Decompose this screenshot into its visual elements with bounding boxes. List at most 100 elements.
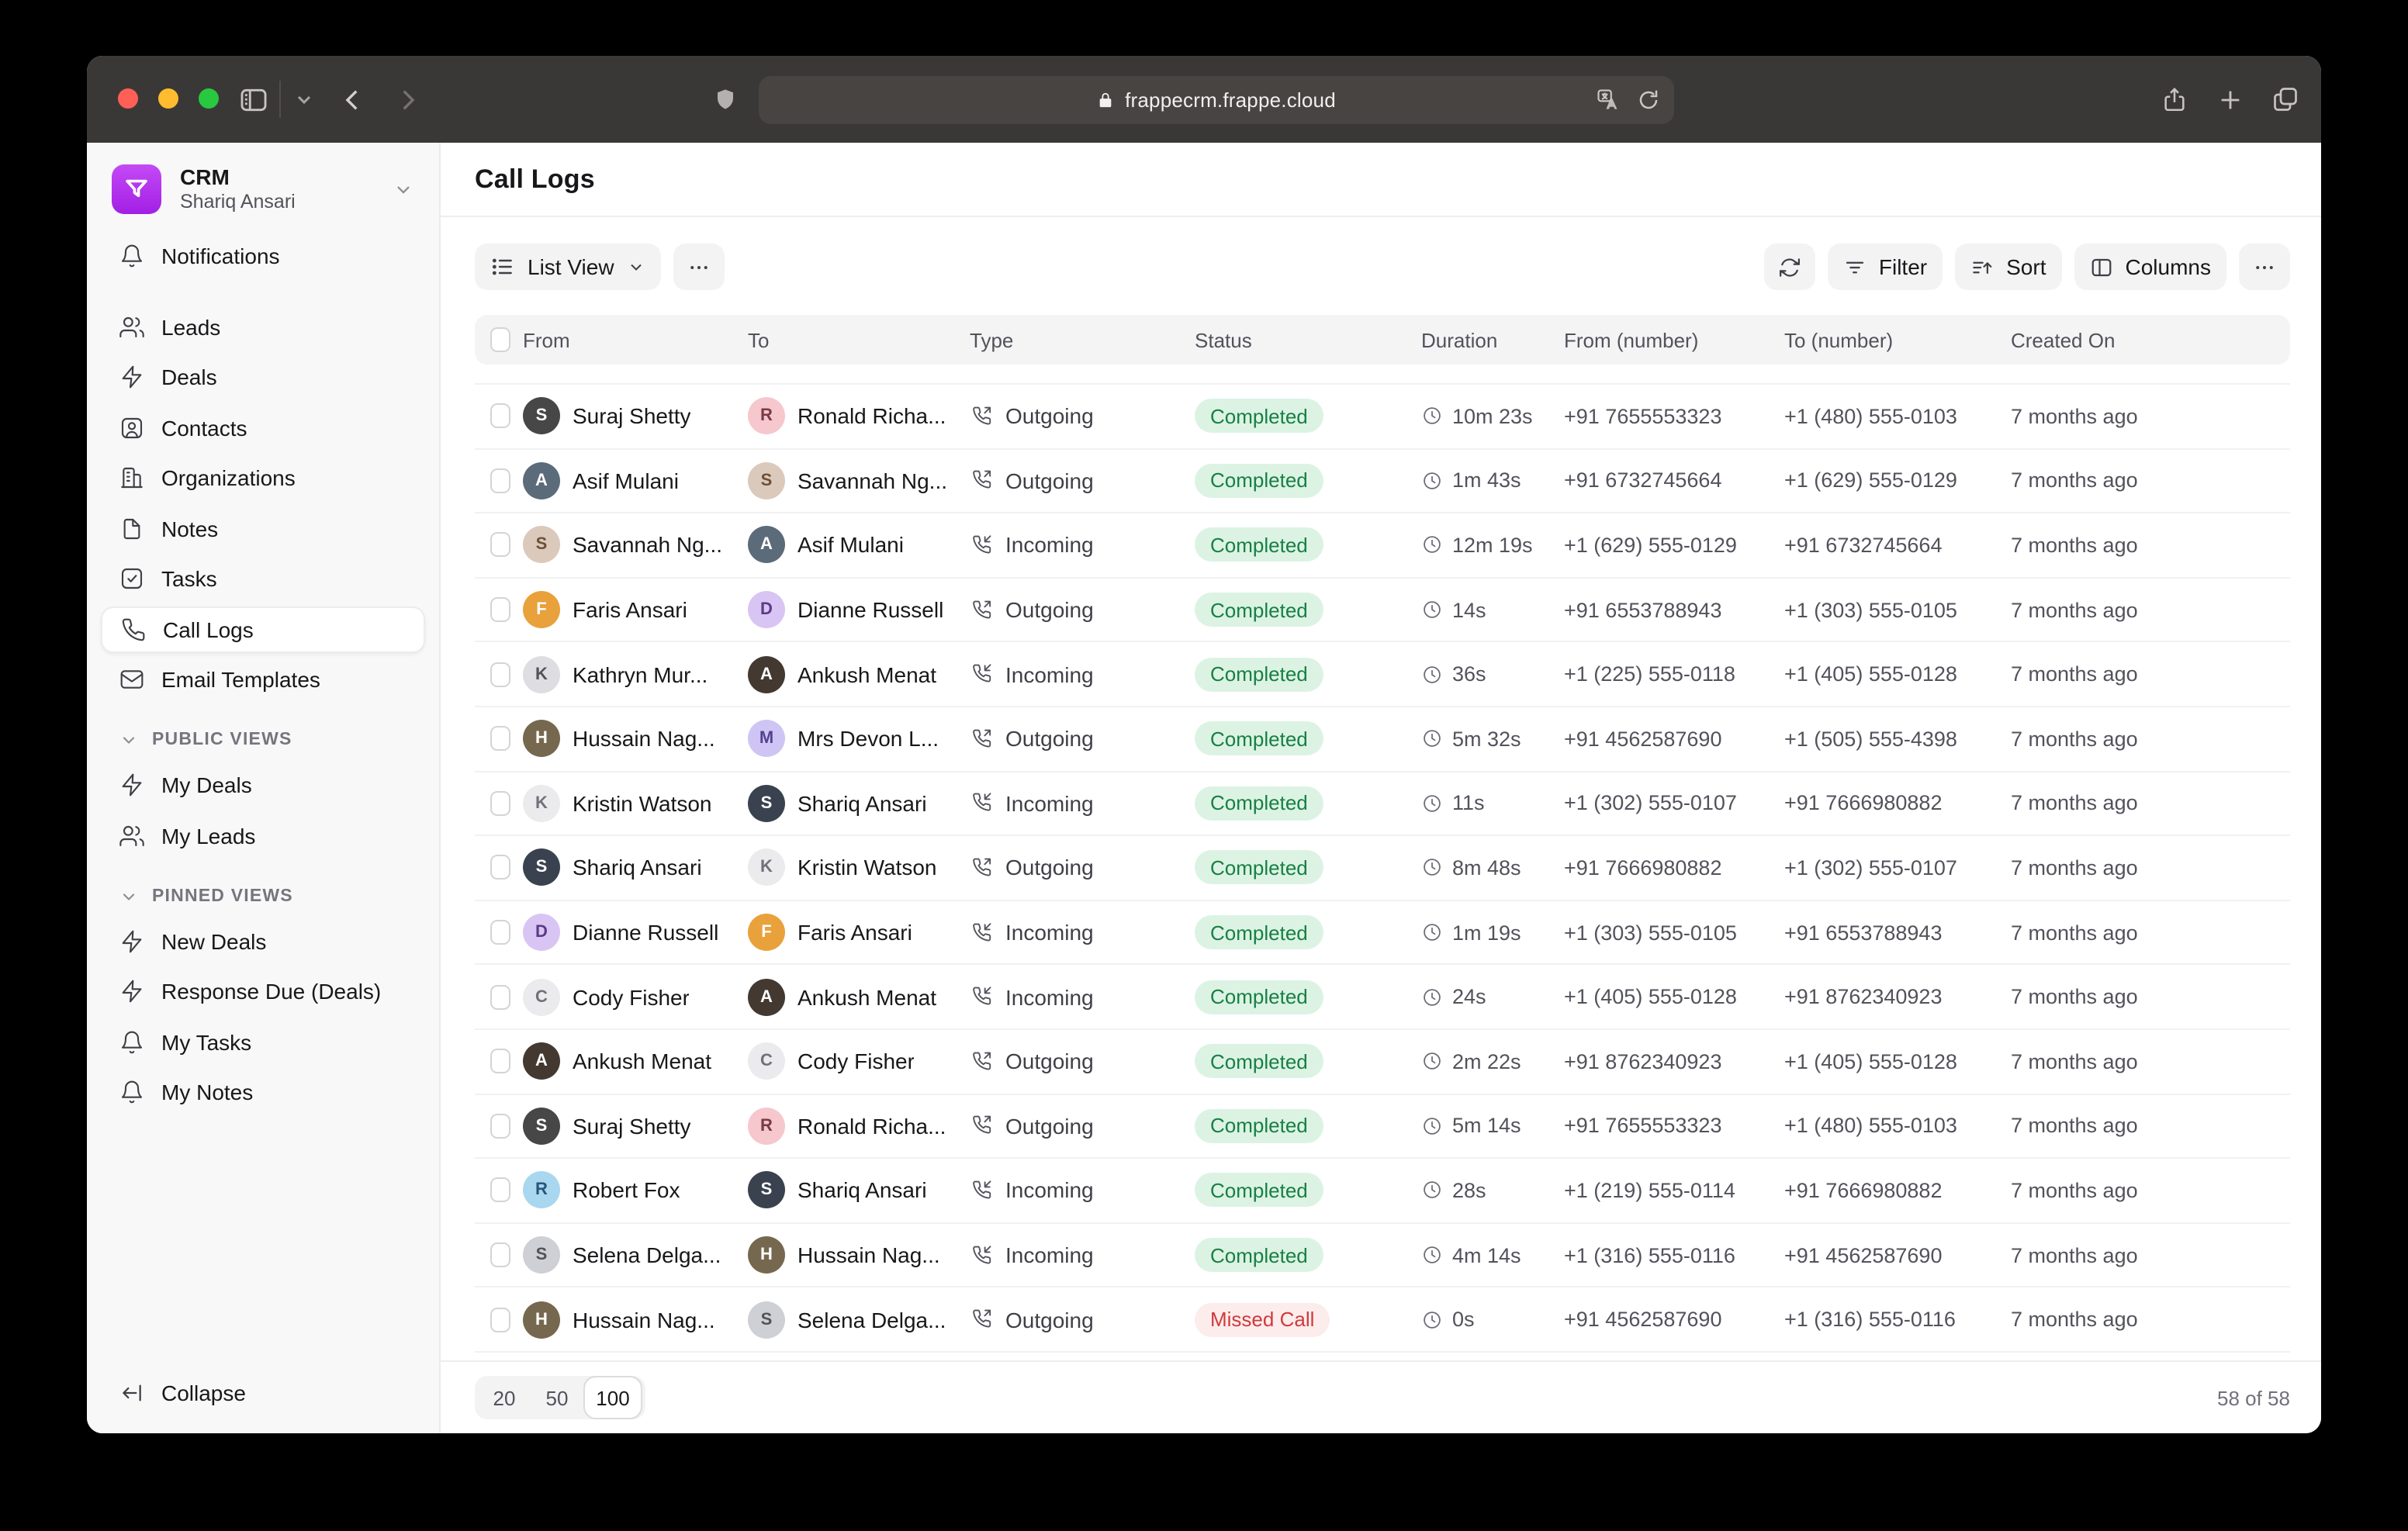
new-tab-icon[interactable]: [2209, 56, 2250, 143]
back-button[interactable]: [332, 56, 372, 143]
table-row[interactable]: C Cody Fisher A Ankush Menat Incoming Complet…: [475, 966, 2290, 1030]
sidebar-item-my-notes[interactable]: My Notes: [101, 1069, 425, 1115]
sidebar-item-notifications[interactable]: Notifications: [101, 233, 425, 279]
page-size-50[interactable]: 50: [545, 1386, 569, 1409]
collapse-button[interactable]: Collapse: [101, 1369, 425, 1415]
table-row[interactable]: F Faris Ansari D Dianne Russell Outgoing Comp…: [475, 579, 2290, 643]
sidebar-item-response-due-deals[interactable]: Response Due (Deals): [101, 968, 425, 1014]
table-row[interactable]: H Hussain Nag... S Selena Delga... Outgoing M…: [475, 1288, 2290, 1353]
workspace-switcher[interactable]: CRM Shariq Ansari: [87, 143, 439, 223]
created-on-cell: 7 months ago: [2011, 1308, 2138, 1332]
column-header-from[interactable]: From: [523, 328, 570, 351]
table-body: S Suraj Shetty R Ronald Richa... Outgoing Com…: [475, 383, 2290, 1353]
toolbar-more-button[interactable]: [2239, 244, 2290, 290]
view-more-button[interactable]: [673, 244, 725, 290]
sidebar-item-email-templates[interactable]: Email Templates: [101, 656, 425, 703]
row-checkbox[interactable]: [490, 662, 510, 687]
avatar: F: [748, 914, 785, 952]
view-switcher-button[interactable]: List View: [475, 244, 661, 290]
refresh-button[interactable]: [1763, 244, 1815, 290]
row-checkbox[interactable]: [490, 855, 510, 880]
sidebar-item-notes[interactable]: Notes: [101, 505, 425, 551]
row-checkbox[interactable]: [490, 1177, 510, 1203]
table-row[interactable]: R Robert Fox S Shariq Ansari Incoming Complet…: [475, 1159, 2290, 1224]
columns-button[interactable]: Columns: [2074, 244, 2226, 290]
close-button[interactable]: [118, 88, 138, 109]
avatar: S: [523, 848, 560, 886]
row-checkbox[interactable]: [490, 468, 510, 493]
url-bar[interactable]: frappecrm.frappe.cloud: [759, 76, 1674, 124]
table-row[interactable]: K Kristin Watson S Shariq Ansari Incoming Com…: [475, 772, 2290, 837]
page-size-20[interactable]: 20: [493, 1386, 516, 1409]
table-row[interactable]: A Asif Mulani S Savannah Ng... Outgoing Compl…: [475, 449, 2290, 514]
sidebar-item-my-tasks[interactable]: My Tasks: [101, 1018, 425, 1065]
table-row[interactable]: K Kathryn Mur... A Ankush Menat Incoming Comp…: [475, 643, 2290, 707]
sidebar-item-organizations[interactable]: Organizations: [101, 454, 425, 501]
type-cell: Outgoing: [970, 855, 1195, 880]
from-number-cell: +1 (316) 555-0116: [1564, 1243, 1735, 1267]
sidebar-item-label: Response Due (Deals): [161, 979, 382, 1004]
type-cell: Outgoing: [970, 468, 1195, 493]
minimize-button[interactable]: [158, 88, 178, 109]
column-header-from-number[interactable]: From (number): [1564, 328, 1699, 351]
table-row[interactable]: S Suraj Shetty R Ronald Richa... Outgoing Com…: [475, 1094, 2290, 1159]
shield-icon[interactable]: [704, 56, 745, 143]
filter-button[interactable]: Filter: [1827, 244, 1943, 290]
row-checkbox[interactable]: [490, 920, 510, 945]
table-row[interactable]: S Suraj Shetty R Ronald Richa... Outgoing Com…: [475, 385, 2290, 450]
section-header-pinned-views[interactable]: PINNED VIEWS: [101, 874, 425, 918]
row-checkbox[interactable]: [490, 1307, 510, 1332]
sidebar-item-deals[interactable]: Deals: [101, 354, 425, 400]
row-checkbox[interactable]: [490, 1113, 510, 1139]
row-checkbox[interactable]: [490, 532, 510, 558]
sidebar-item-my-deals[interactable]: My Deals: [101, 762, 425, 808]
share-icon[interactable]: [2154, 56, 2194, 143]
forward-button[interactable]: [386, 56, 427, 143]
column-header-duration[interactable]: Duration: [1421, 328, 1498, 351]
reload-icon[interactable]: [1637, 88, 1660, 112]
from-cell: R Robert Fox: [523, 1171, 748, 1209]
zoom-button[interactable]: [199, 88, 219, 109]
from-number-cell: +1 (629) 555-0129: [1564, 533, 1737, 557]
row-checkbox[interactable]: [490, 1049, 510, 1074]
sidebar-item-call-logs[interactable]: Call Logs: [101, 606, 425, 652]
status-cell: Completed: [1195, 1108, 1421, 1143]
row-checkbox[interactable]: [490, 726, 510, 752]
sidebar-item-leads[interactable]: Leads: [101, 303, 425, 350]
table-row[interactable]: S Shariq Ansari K Kristin Watson Outgoing Com…: [475, 836, 2290, 901]
section-header-public-views[interactable]: PUBLIC VIEWS: [101, 718, 425, 762]
sidebar-item-contacts[interactable]: Contacts: [101, 404, 425, 451]
clock-icon: [1421, 534, 1443, 556]
sidebar-item-tasks[interactable]: Tasks: [101, 555, 425, 602]
row-checkbox[interactable]: [490, 403, 510, 429]
row-checkbox[interactable]: [490, 984, 510, 1010]
sidebar-toggle-icon[interactable]: [233, 56, 273, 143]
duration-cell: 8m 48s: [1421, 856, 1564, 880]
to-number-cell: +91 6553788943: [1784, 921, 1943, 945]
sort-button[interactable]: Sort: [1955, 244, 2062, 290]
sidebar-item-new-deals[interactable]: New Deals: [101, 918, 425, 964]
translate-icon[interactable]: [1595, 88, 1621, 112]
tab-overview-icon[interactable]: [2265, 56, 2306, 143]
type-cell: Outgoing: [970, 597, 1195, 622]
sidebar-item-my-leads[interactable]: My Leads: [101, 812, 425, 859]
to-cell: S Shariq Ansari: [748, 1171, 970, 1209]
row-checkbox[interactable]: [490, 790, 510, 816]
select-all-checkbox[interactable]: [490, 327, 510, 352]
table-row[interactable]: A Ankush Menat C Cody Fisher Outgoing Complet…: [475, 1030, 2290, 1095]
row-checkbox[interactable]: [490, 597, 510, 623]
column-header-status[interactable]: Status: [1195, 328, 1252, 351]
avatar: F: [523, 591, 560, 629]
column-header-type[interactable]: Type: [970, 328, 1014, 351]
to-cell: R Ronald Richa...: [748, 1107, 970, 1145]
table-row[interactable]: D Dianne Russell F Faris Ansari Incoming Comp…: [475, 901, 2290, 966]
column-header-to[interactable]: To: [748, 328, 770, 351]
page-size-100[interactable]: 100: [583, 1376, 642, 1419]
tab-group-chevron-icon[interactable]: [289, 56, 320, 143]
table-row[interactable]: H Hussain Nag... M Mrs Devon L... Outgoing Co…: [475, 707, 2290, 772]
table-row[interactable]: S Selena Delga... H Hussain Nag... Incoming C…: [475, 1223, 2290, 1288]
row-checkbox[interactable]: [490, 1242, 510, 1268]
column-header-created-on[interactable]: Created On: [2011, 328, 2116, 351]
table-row[interactable]: S Savannah Ng... A Asif Mulani Incoming Compl…: [475, 513, 2290, 579]
column-header-to-number[interactable]: To (number): [1784, 328, 1894, 351]
